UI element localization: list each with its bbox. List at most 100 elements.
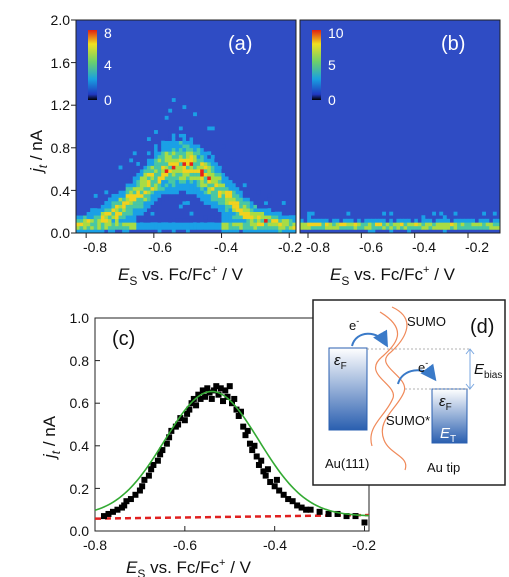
sumo-density-curve — [381, 306, 408, 471]
data-point — [334, 510, 341, 517]
heatmap-a-cell — [200, 154, 205, 159]
data-point — [264, 466, 271, 473]
heatmap-a-cell — [203, 169, 208, 173]
heatmap-b-cell — [492, 222, 497, 227]
y-tick-label: 2.0 — [51, 12, 71, 28]
heatmap-a-cell — [193, 144, 197, 149]
heatmap-b-cell — [453, 211, 458, 216]
heatmap-a-cell — [132, 215, 137, 220]
data-point — [204, 385, 211, 392]
heatmap-a-cell — [150, 186, 155, 191]
heatmap-b-cell — [342, 218, 347, 223]
heatmap-b-cell — [453, 229, 458, 234]
heatmap-a-cell — [221, 204, 226, 209]
heatmap-a-cell — [260, 218, 265, 223]
heatmap-b-cell — [378, 218, 383, 223]
heatmap-a-cell — [228, 190, 233, 195]
heatmap-a-cell — [196, 225, 201, 230]
heatmap-b-cell — [389, 222, 394, 227]
heatmap-a-cell — [157, 169, 162, 173]
heatmap-a-cell — [246, 204, 251, 209]
x-tick-label: -0.2 — [465, 239, 489, 255]
heatmap-a-cell — [164, 115, 169, 120]
heatmap-a-cell — [146, 176, 151, 181]
heatmap-a-cell — [221, 172, 226, 177]
heatmap-a-cell — [115, 229, 119, 234]
heatmap-b-cell — [467, 225, 472, 230]
heatmap-a-cell — [129, 229, 134, 234]
heatmap-a-cell — [278, 229, 283, 234]
heatmap-b-cell — [317, 222, 322, 227]
heatmap-b-cell — [453, 222, 458, 227]
heatmap-a-cell — [281, 225, 286, 230]
heatmap-a-cell — [203, 147, 208, 152]
heatmap-a-cell — [228, 215, 233, 220]
heatmap-a-cell — [175, 133, 180, 138]
panel-b: 10 5 0 (b) -0.8 -0.6 -0.4 -0.2 ES vs. Fc… — [299, 19, 501, 288]
heatmap-b-cell — [385, 225, 390, 230]
data-point — [231, 395, 238, 402]
heatmap-a-cell — [228, 201, 233, 205]
heatmap-a-cell — [136, 172, 141, 177]
heatmap-a-cell — [239, 197, 244, 202]
heatmap-a-cell — [285, 215, 290, 220]
heatmap-a-cell — [228, 197, 233, 202]
heatmap-a-cell — [178, 151, 183, 156]
heatmap-a-cell — [210, 162, 215, 166]
heatmap-a-cell — [200, 179, 205, 184]
heatmap-a-cell — [86, 218, 91, 223]
y-tick-label: 0.0 — [70, 523, 90, 539]
heatmap-a-cell — [200, 151, 205, 156]
tip-electrode-block — [431, 388, 468, 444]
heatmap-a-cell — [129, 197, 134, 202]
heatmap-b-cell — [375, 222, 379, 227]
heatmap-b-cell — [421, 215, 426, 220]
heatmap-a-cell — [214, 169, 219, 173]
heatmap-a-cell — [232, 201, 236, 205]
heatmap-a-cell — [200, 186, 205, 191]
heatmap-b-cell — [446, 218, 451, 223]
heatmap-a-cell — [76, 215, 80, 220]
heatmap-a-cell — [225, 183, 229, 188]
heatmap-a-cell — [221, 215, 226, 220]
data-point — [123, 498, 130, 505]
heatmap-a-cell — [111, 201, 116, 205]
heatmap-a-cell — [146, 183, 151, 188]
heatmap-b-cell — [435, 229, 440, 234]
heatmap-a-cell — [143, 165, 148, 170]
heatmap-a-cell — [143, 179, 148, 184]
heatmap-a-cell — [207, 162, 212, 166]
heatmap-a-cell — [97, 229, 102, 234]
heatmap-a-cell — [178, 218, 183, 223]
heatmap-a-cell — [182, 154, 187, 159]
heatmap-a-cell — [207, 154, 212, 159]
heatmap-a-cell — [246, 215, 251, 220]
heatmap-a-cell — [186, 158, 190, 163]
heatmap-a-cell — [168, 225, 173, 230]
heatmap-a-cell — [132, 211, 137, 216]
heatmap-a-cell — [232, 183, 236, 188]
data-point — [307, 506, 314, 513]
heatmap-b-cell — [328, 229, 333, 234]
heatmap-a-cell — [193, 190, 197, 195]
heatmap-a-cell — [182, 183, 187, 188]
heatmap-a-cell — [76, 211, 80, 216]
data-point — [294, 502, 301, 509]
heatmap-a-cell — [154, 130, 158, 134]
heatmap-a-cell — [278, 225, 283, 230]
heatmap-a-cell — [111, 197, 116, 202]
heatmap-a-cell — [196, 140, 201, 145]
heatmap-a-cell — [217, 222, 222, 227]
heatmap-a-cell — [200, 147, 205, 152]
heatmap-a-cell — [246, 211, 251, 216]
heatmap-a-cell — [86, 208, 91, 212]
heatmap-b-cell — [307, 211, 312, 216]
heatmap-a-cell — [129, 204, 134, 209]
heatmap-a-cell — [146, 208, 151, 212]
heatmap-a-cell — [164, 140, 169, 145]
heatmap-a-cell — [242, 190, 247, 195]
heatmap-a-cell — [196, 190, 201, 195]
heatmap-a-cell — [118, 165, 123, 170]
heatmap-a-cell — [253, 204, 258, 209]
heatmap-a-cell — [232, 204, 236, 209]
